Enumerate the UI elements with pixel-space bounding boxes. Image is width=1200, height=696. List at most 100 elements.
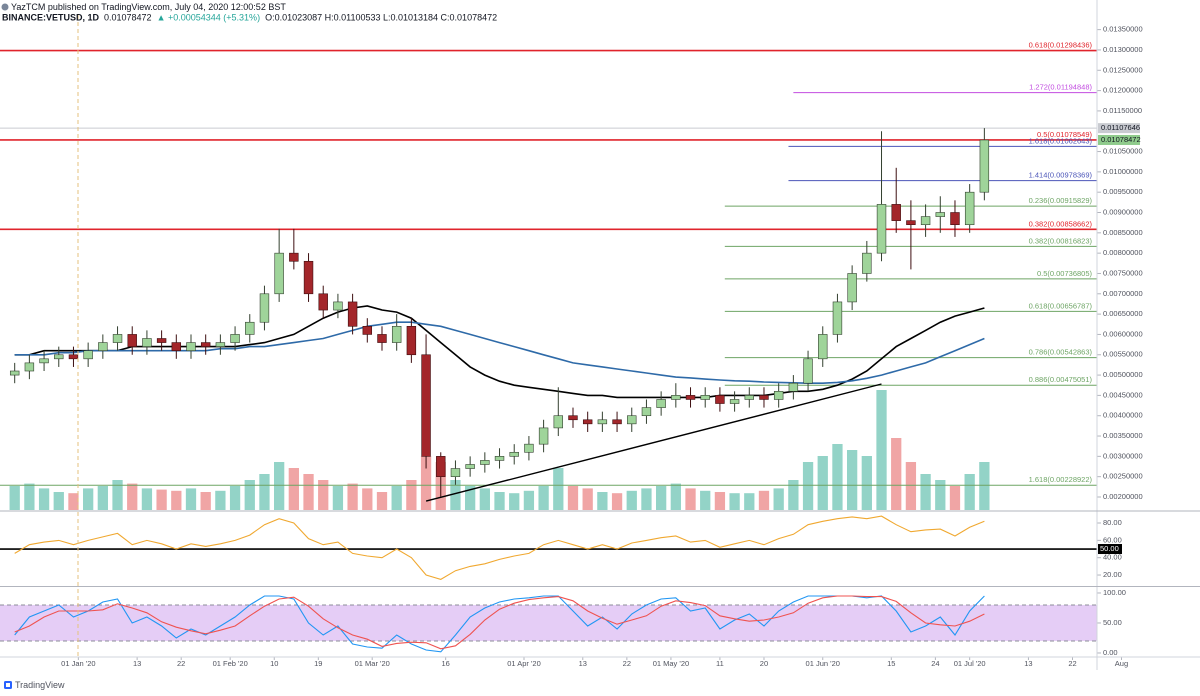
volume-bar [38, 488, 50, 510]
y-tick-label: 0.00850000 [1103, 228, 1143, 237]
x-tick-label: 22 [177, 659, 185, 668]
change: ▲ +0.00054344 (+5.31%) [157, 13, 260, 23]
volume-bar [729, 493, 740, 510]
avatar [1, 3, 9, 11]
volume-bar [773, 488, 784, 510]
y-tick-label: 0.00600000 [1103, 329, 1143, 338]
volume-bar [626, 490, 637, 510]
candle-body [230, 334, 240, 343]
volume-bar [83, 488, 94, 510]
candle-body [509, 451, 519, 457]
y-tick-label: 0.01050000 [1103, 147, 1143, 156]
candle-body [450, 468, 461, 477]
volume-bar [376, 492, 388, 510]
volume-bar [259, 474, 270, 510]
x-tick-label: 13 [133, 659, 141, 668]
level-label: 0.886(0.00475051) [1029, 375, 1093, 384]
candle-body [200, 342, 211, 347]
y-tick-label: 60.00 [1103, 535, 1122, 544]
volume-bar [567, 486, 579, 510]
candle-body [83, 350, 93, 360]
candle-body [627, 415, 637, 425]
trendline [425, 383, 882, 502]
volume-bar [714, 492, 726, 510]
volume-bar [156, 489, 167, 510]
x-tick-label: 13 [1024, 659, 1032, 668]
candle-body [568, 415, 578, 421]
x-tick-label: 01 Mar '20 [355, 659, 390, 668]
volume-bar [185, 488, 197, 510]
y-tick-label: 0.00250000 [1103, 472, 1143, 481]
y-tick-label: 100.00 [1103, 588, 1126, 597]
price-tag [1098, 123, 1140, 134]
candle-body [876, 204, 887, 254]
candle-body [832, 301, 843, 335]
candle-body [289, 252, 299, 262]
candle-body [744, 395, 754, 400]
volume-bar [127, 483, 138, 510]
y-tick-label: 0.00700000 [1103, 289, 1143, 298]
publish-info: YazTCM published on TradingView.com, Jul… [11, 2, 286, 12]
candle-body [920, 216, 931, 226]
y-tick-label: 0.00500000 [1103, 370, 1143, 379]
candle-body [377, 334, 387, 343]
volume-bar [318, 480, 329, 510]
volume-bar [582, 488, 593, 510]
candle-body [142, 338, 152, 347]
candle-body [862, 252, 872, 274]
volume-bar [670, 483, 681, 510]
level-label: 0.5(0.00736805) [1037, 269, 1093, 278]
indicator-line [14, 595, 985, 653]
candle-body [406, 326, 417, 356]
candle-body [391, 326, 402, 343]
y-tick-label: 0.00400000 [1103, 411, 1143, 420]
volume-bar [846, 450, 858, 510]
volume-bar [861, 456, 872, 510]
x-tick-label: 15 [887, 659, 895, 668]
price-tag-label: 0.01078472 [1101, 135, 1141, 144]
volume-bar [802, 462, 814, 510]
level-label: 0.382(0.00858662) [1029, 219, 1093, 228]
volume-bar [24, 483, 35, 510]
volume-bar [700, 490, 711, 510]
candle-body [700, 395, 710, 400]
candle-body [803, 358, 813, 384]
candle-body [68, 354, 79, 360]
candle-body [906, 220, 916, 226]
candle-body [9, 370, 20, 376]
candle-body [362, 326, 373, 335]
volume-bar [905, 462, 917, 510]
footer-brand: TradingView [15, 680, 65, 690]
volume-bar [523, 490, 535, 510]
candle-body [156, 338, 167, 343]
volume-bar [538, 486, 549, 510]
candle-body [597, 419, 608, 425]
candle-body [39, 358, 49, 364]
level-label: 0.618(0.01298436) [1029, 41, 1093, 50]
volume-bar [832, 444, 843, 510]
volume-bar [347, 483, 358, 510]
x-tick-label: 11 [716, 659, 724, 668]
level-label: 1.414(0.00978369) [1029, 171, 1093, 180]
candle-body [553, 415, 564, 429]
volume-bar [362, 488, 373, 510]
x-tick-label: 10 [270, 659, 278, 668]
candle-body [112, 334, 123, 343]
candle-body [685, 395, 696, 400]
volume-bar [553, 468, 564, 510]
level-label: 0.5(0.01078549) [1037, 130, 1093, 139]
level-label: 0.236(0.00915829) [1029, 196, 1093, 205]
volume-bar [391, 486, 402, 510]
candle-body [494, 456, 505, 461]
candle-body [964, 191, 975, 226]
x-tick-label: Aug [1115, 659, 1128, 668]
candle-body [421, 354, 431, 457]
candle-body [788, 382, 799, 392]
y-tick-label: 0.00750000 [1103, 268, 1143, 277]
candle-body [24, 362, 35, 372]
level-label: 0.618(0.00656787) [1029, 301, 1093, 310]
candle-body [715, 395, 725, 404]
